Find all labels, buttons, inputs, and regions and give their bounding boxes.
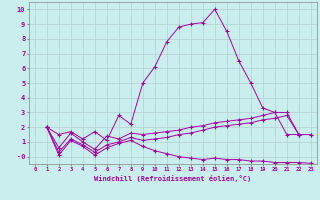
X-axis label: Windchill (Refroidissement éolien,°C): Windchill (Refroidissement éolien,°C) xyxy=(94,175,252,182)
